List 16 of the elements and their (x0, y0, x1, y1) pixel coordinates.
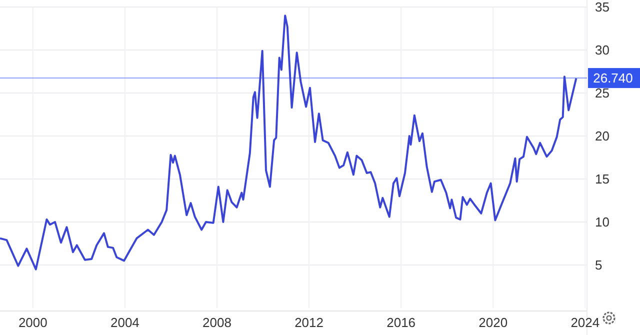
x-tick-label: 2024 (570, 315, 600, 330)
x-tick-label: 2000 (18, 315, 48, 330)
y-tick-label: 5 (595, 258, 602, 273)
y-tick-label: 15 (595, 172, 610, 187)
y-tick-label: 25 (595, 86, 610, 101)
x-tick-label: 2004 (110, 315, 140, 330)
y-tick-label: 30 (595, 42, 610, 58)
y-tick-label: 35 (595, 0, 610, 15)
ref-line-label: 26.740 (593, 70, 633, 86)
x-tick-label: 2020 (478, 315, 508, 330)
x-tick-label: 2016 (386, 315, 416, 330)
y-tick-label: 20 (595, 128, 610, 144)
line-series (0, 14, 578, 270)
x-tick-label: 2008 (202, 315, 232, 330)
x-tick-label: 2012 (294, 315, 324, 330)
y-tick-label: 10 (595, 214, 610, 230)
